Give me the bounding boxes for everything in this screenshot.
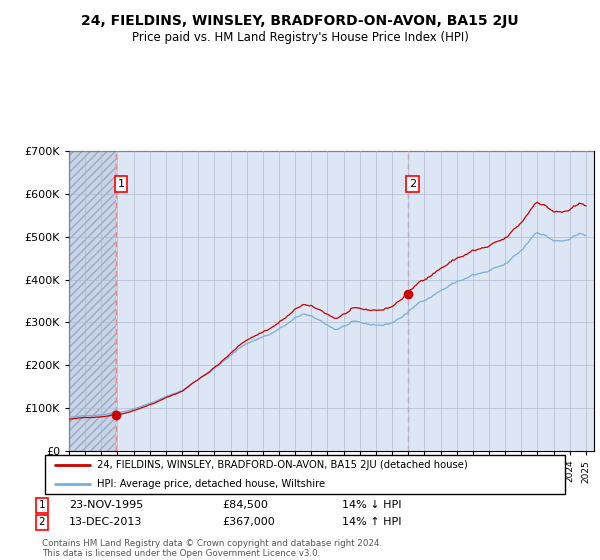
Text: £367,000: £367,000: [222, 517, 275, 528]
Text: Price paid vs. HM Land Registry's House Price Index (HPI): Price paid vs. HM Land Registry's House …: [131, 31, 469, 44]
Text: 2: 2: [38, 517, 46, 528]
Text: 24, FIELDINS, WINSLEY, BRADFORD-ON-AVON, BA15 2JU: 24, FIELDINS, WINSLEY, BRADFORD-ON-AVON,…: [81, 14, 519, 28]
Text: 1: 1: [38, 500, 46, 510]
Text: £84,500: £84,500: [222, 500, 268, 510]
Text: Contains HM Land Registry data © Crown copyright and database right 2024.
This d: Contains HM Land Registry data © Crown c…: [42, 539, 382, 558]
FancyBboxPatch shape: [44, 455, 565, 494]
Text: 24, FIELDINS, WINSLEY, BRADFORD-ON-AVON, BA15 2JU (detached house): 24, FIELDINS, WINSLEY, BRADFORD-ON-AVON,…: [97, 460, 468, 470]
Text: 14% ↑ HPI: 14% ↑ HPI: [342, 517, 401, 528]
Text: 23-NOV-1995: 23-NOV-1995: [69, 500, 143, 510]
Bar: [69, 151, 116, 451]
Text: HPI: Average price, detached house, Wiltshire: HPI: Average price, detached house, Wilt…: [97, 479, 326, 489]
Text: 14% ↓ HPI: 14% ↓ HPI: [342, 500, 401, 510]
Text: 1: 1: [118, 179, 125, 189]
Text: 2: 2: [409, 179, 416, 189]
Text: 13-DEC-2013: 13-DEC-2013: [69, 517, 142, 528]
